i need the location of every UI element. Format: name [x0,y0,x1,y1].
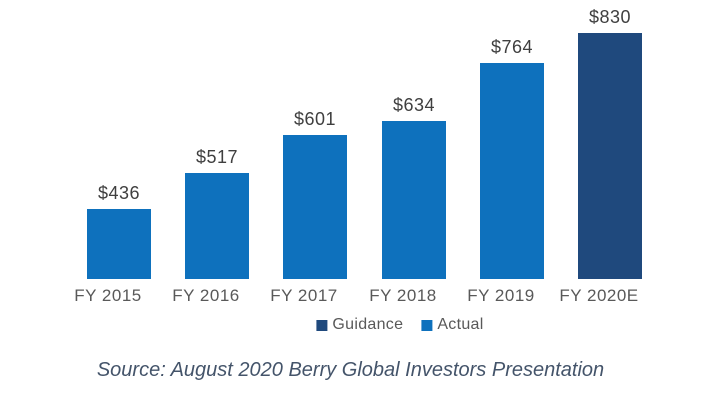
bar-value-label-fy-2016: $517 [195,147,239,167]
x-axis: FY 2015 FY 2016 FY 2017 FY 2018 FY 2019 FY 20… [0,287,701,309]
actual-swatch-icon [421,319,433,331]
bar-fy-2020e [578,33,642,279]
bar-value-label-fy-2015: $436 [97,183,141,203]
x-axis-label-fy-2017: FY 2017 [270,286,338,305]
legend-label-actual: Actual [437,316,484,333]
bar-value-label-fy-2020e: $830 [588,7,632,27]
bar-fy-2015 [87,209,151,279]
bar-value-label-fy-2018: $634 [392,95,436,115]
x-axis-label-fy-2020e: FY 2020E [559,286,639,305]
guidance-swatch-icon [316,319,328,331]
bar-fy-2016 [185,173,249,279]
x-axis-label-fy-2016: FY 2016 [172,286,240,305]
legend-label-guidance: Guidance [332,316,404,333]
plot-area: $436 $517 $601 $634 $764 $830 [87,7,642,279]
legend: Guidance Actual [316,317,483,333]
bar-fy-2019 [480,63,544,279]
legend-item-guidance: Guidance [316,317,403,333]
x-axis-label-fy-2015: FY 2015 [74,286,142,305]
source-note: Source: August 2020 Berry Global Investo… [96,359,605,381]
x-axis-label-fy-2019: FY 2019 [467,286,535,305]
bar-fy-2018 [382,121,446,279]
bar-value-label-fy-2019: $764 [490,37,534,57]
x-axis-label-fy-2018: FY 2018 [369,286,437,305]
bar-fy-2017 [283,135,347,279]
bar-value-label-fy-2017: $601 [293,109,337,129]
legend-item-actual: Actual [421,317,483,333]
